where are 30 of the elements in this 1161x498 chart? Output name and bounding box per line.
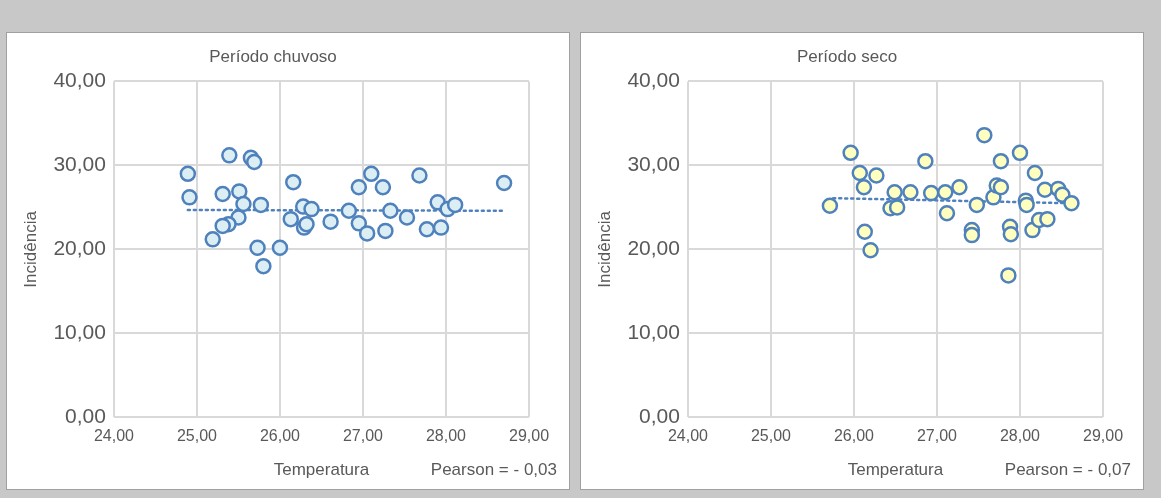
x-tick-label: 27,00 [342, 427, 384, 445]
chart-title: Período seco [796, 46, 898, 66]
x-tick-label: 27,00 [916, 427, 958, 445]
y-tick-label: 40,00 [627, 68, 680, 92]
x-tick-label: 24,00 [93, 427, 135, 445]
x-tick-label: 24,00 [667, 427, 709, 445]
x-tick-label: 25,00 [750, 427, 792, 445]
y-tick-label: 20,00 [627, 236, 680, 260]
y-tick-label: 10,00 [53, 320, 106, 344]
x-axis-title: Temperatura [273, 460, 370, 480]
chart-title: Período chuvoso [209, 46, 337, 66]
y-tick-label: 30,00 [53, 152, 106, 176]
text: Pearson = - 0,07 [1004, 460, 1131, 480]
y-tick-label: 0,00 [639, 404, 680, 428]
y-axis-title: Incidência [594, 210, 614, 288]
x-tick-label: 26,00 [833, 427, 875, 445]
y-tick-label: 30,00 [627, 152, 680, 176]
x-tick-label: 29,00 [508, 427, 550, 445]
y-tick-label: 0,00 [65, 404, 106, 428]
x-tick-label: 28,00 [425, 427, 467, 445]
y-tick-label: 40,00 [53, 68, 106, 92]
y-axis-title: Incidência [20, 210, 40, 288]
text: Pearson = - 0,03 [430, 460, 557, 480]
y-tick-label: 10,00 [627, 320, 680, 344]
y-tick-label: 20,00 [53, 236, 106, 260]
x-tick-label: 26,00 [259, 427, 301, 445]
x-axis-title: Temperatura [847, 460, 944, 480]
x-tick-label: 28,00 [999, 427, 1041, 445]
x-tick-label: 29,00 [1082, 427, 1124, 445]
x-tick-label: 25,00 [176, 427, 218, 445]
